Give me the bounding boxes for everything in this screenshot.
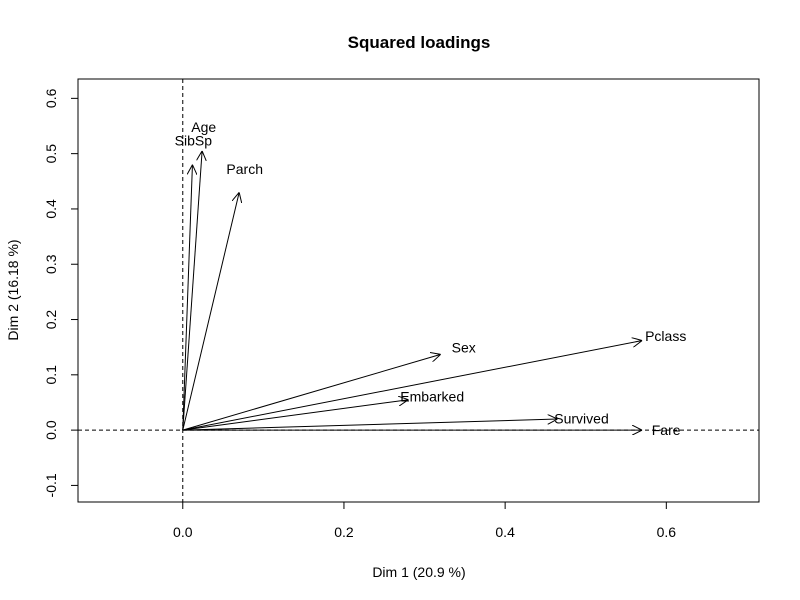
x-axis-label: Dim 1 (20.9 %) [372, 564, 465, 580]
y-tick-label: 0.6 [43, 88, 59, 108]
arrow-label-fare: Fare [652, 422, 681, 438]
arrow-embarked [182, 400, 409, 431]
x-tick-label: 0.2 [334, 524, 354, 540]
y-tick-label: 0.4 [43, 199, 59, 219]
y-tick-label: -0.1 [43, 473, 59, 497]
y-tick-label: 0.2 [43, 310, 59, 330]
x-tick-label: 0.6 [657, 524, 677, 540]
arrow-age [182, 151, 202, 431]
arrow-sex [182, 354, 441, 431]
arrow-pclass [182, 341, 642, 431]
x-tick-label: 0.4 [495, 524, 515, 540]
x-axis: 0.0 0.2 0.4 0.6 [173, 501, 677, 540]
y-tick-label: 0.1 [43, 365, 59, 385]
arrow-label-age: Age [191, 119, 216, 135]
arrow-label-sibsp: SibSp [175, 133, 213, 149]
arrow-label-embarked: Embarked [400, 389, 464, 405]
x-tick-label: 0.0 [173, 524, 193, 540]
arrow-survived [182, 419, 558, 431]
y-axis-label: Dim 2 (16.18 %) [5, 239, 21, 340]
arrow-label-survived: Survived [554, 410, 608, 426]
y-tick-label: 0.5 [43, 144, 59, 164]
arrow-parch [182, 192, 239, 431]
y-tick-label: 0.0 [43, 420, 59, 440]
arrow-label-pclass: Pclass [645, 328, 686, 344]
y-axis: -0.1 0.0 0.1 0.2 0.3 0.4 0.5 0.6 [43, 88, 79, 497]
chart-title: Squared loadings [348, 33, 491, 52]
y-tick-label: 0.3 [43, 254, 59, 274]
arrow-sibsp [182, 165, 193, 431]
arrow-label-sex: Sex [452, 340, 476, 356]
arrow-label-parch: Parch [226, 161, 263, 177]
